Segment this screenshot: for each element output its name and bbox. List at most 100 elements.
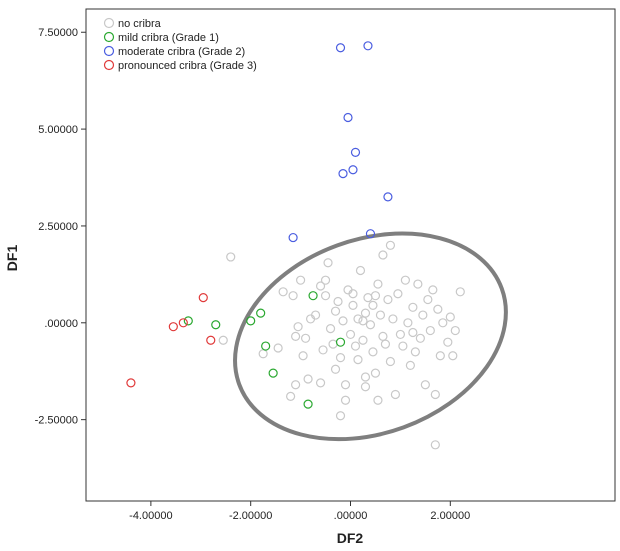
data-point [373, 279, 383, 289]
data-point [305, 314, 316, 324]
data-point [211, 320, 221, 330]
data-point [286, 391, 296, 402]
legend-label: moderate cribra (Grade 2) [118, 46, 245, 58]
legend-marker [103, 31, 115, 43]
data-point [335, 43, 346, 53]
data-point [261, 341, 271, 351]
x-tick-label: -2.00000 [229, 510, 272, 522]
data-point [380, 339, 391, 349]
data-point [256, 308, 266, 318]
data-point [403, 318, 413, 328]
y-tick-label: 5.00000 [38, 124, 78, 136]
data-point [291, 331, 301, 341]
data-point [268, 368, 278, 378]
data-point [373, 395, 383, 405]
data-point [385, 240, 396, 250]
data-point [288, 291, 298, 301]
x-tick-label: .00000 [334, 510, 368, 522]
y-tick-label: 7.50000 [38, 27, 78, 39]
data-point [430, 440, 440, 450]
data-point [338, 316, 348, 326]
points-layer [126, 41, 465, 450]
plot-area-frame [85, 8, 616, 502]
data-point [330, 364, 341, 374]
legend-marker [103, 45, 115, 57]
data-point [430, 389, 440, 400]
data-point [348, 289, 358, 299]
data-point [433, 304, 443, 314]
data-point [398, 341, 408, 351]
data-point [218, 335, 228, 345]
data-point [445, 312, 455, 322]
data-point [335, 353, 346, 363]
x-tick-label: 2.00000 [430, 510, 470, 522]
data-point [400, 275, 410, 285]
data-point [350, 341, 361, 351]
data-point [315, 281, 326, 291]
data-point [348, 165, 358, 175]
data-point [423, 294, 433, 305]
data-point [415, 333, 425, 343]
data-point [348, 300, 358, 310]
data-point [388, 314, 398, 324]
data-point [420, 380, 430, 390]
x-axis-ticks: -4.00000 -2.00000 .00000 2.00000 [129, 501, 470, 522]
y-axis-ticks: -2.50000 .00000 2.50000 5.00000 7.50000 [35, 27, 86, 427]
data-point [323, 258, 333, 268]
data-point [383, 294, 393, 305]
data-point [410, 347, 420, 357]
y-tick-label: -2.50000 [35, 415, 78, 427]
data-point [443, 337, 453, 347]
data-point [338, 169, 348, 179]
y-tick-label: .00000 [44, 318, 78, 330]
data-point [126, 378, 136, 388]
data-point [353, 354, 363, 365]
data-point [395, 329, 406, 340]
data-point [408, 327, 418, 338]
data-point [246, 316, 256, 326]
y-tick-label: 2.50000 [38, 221, 78, 233]
data-point [360, 372, 371, 382]
data-point [365, 229, 376, 239]
data-point [273, 343, 283, 353]
y-axis-label: DF1 [4, 245, 20, 272]
data-point [390, 389, 401, 400]
data-point [340, 395, 351, 405]
data-point [278, 287, 288, 297]
data-point [295, 275, 306, 285]
data-point [303, 374, 313, 384]
legend: no cribra mild cribra (Grade 1) moderate c… [103, 17, 257, 72]
data-point [368, 347, 378, 357]
data-point [368, 300, 378, 310]
data-point [298, 351, 308, 361]
data-point [330, 306, 341, 316]
data-point [370, 368, 381, 378]
data-point [226, 252, 236, 262]
data-point [418, 310, 428, 320]
data-point [293, 322, 303, 332]
data-point [360, 382, 371, 392]
data-point [198, 293, 208, 303]
data-point [355, 265, 366, 276]
data-point [435, 351, 445, 361]
data-point [365, 320, 376, 330]
data-point [168, 322, 178, 332]
data-point [375, 310, 386, 320]
data-point [363, 41, 373, 51]
data-point [353, 314, 363, 324]
data-point [358, 335, 368, 345]
data-point [438, 318, 448, 328]
data-point [343, 112, 353, 123]
legend-label: mild cribra (Grade 1) [118, 32, 219, 44]
legend-marker [103, 17, 115, 29]
data-point [383, 192, 393, 202]
legend-label: no cribra [118, 18, 162, 30]
data-point [350, 147, 361, 157]
data-point [288, 232, 298, 243]
data-point [335, 411, 346, 421]
data-point [206, 335, 216, 345]
x-tick-label: -4.00000 [129, 510, 172, 522]
data-point [378, 250, 388, 260]
data-point [340, 380, 351, 390]
